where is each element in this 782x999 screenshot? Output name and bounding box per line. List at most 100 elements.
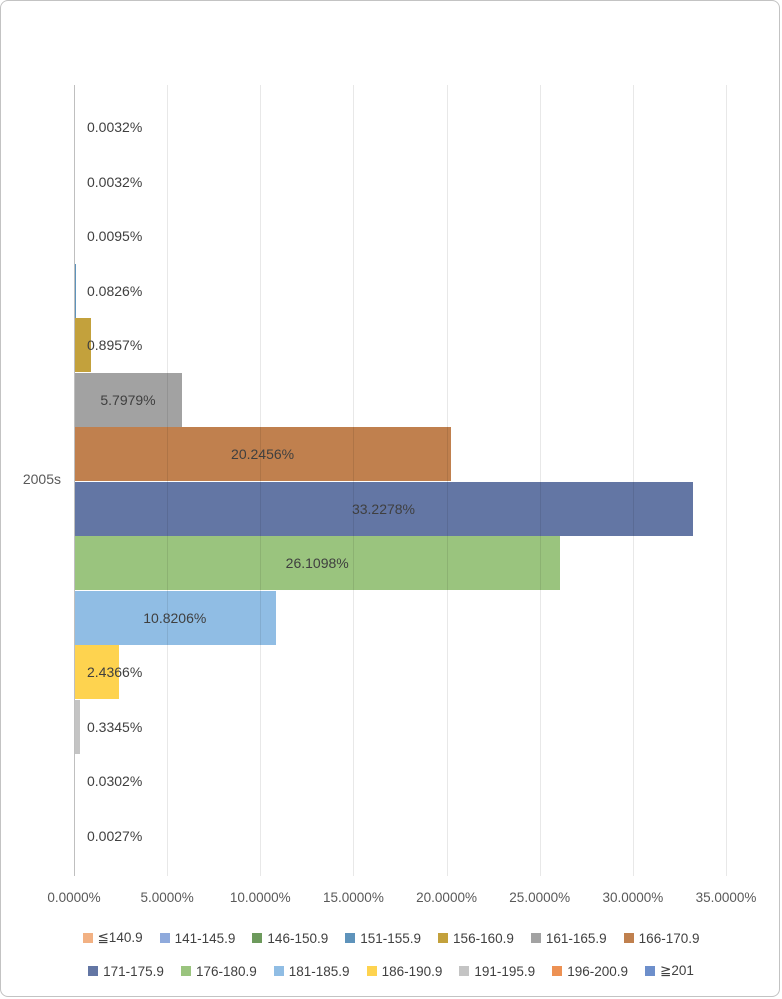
x-tick-label: 0.0000% xyxy=(47,890,101,905)
bar-row: 0.0032% xyxy=(74,100,726,154)
bar-166-170.9[interactable] xyxy=(74,427,452,481)
legend-row-1: ≦140.9 141-145.9 146-150.9 151-155.9 156-160… xyxy=(1,927,779,949)
legend-swatch-icon xyxy=(530,933,541,943)
legend-label: ≧201 xyxy=(660,963,694,978)
vertical-gridline xyxy=(260,85,262,876)
legend-item-151-155.9[interactable]: 151-155.9 xyxy=(345,931,421,946)
vertical-gridline xyxy=(539,85,541,876)
legend-swatch-icon xyxy=(345,933,356,943)
legend-swatch-icon xyxy=(552,966,563,976)
bar-row: 10.8206% xyxy=(74,590,726,645)
bar-row: 0.8957% xyxy=(74,318,726,372)
vertical-gridline xyxy=(167,85,169,876)
bar-row: 0.0095% xyxy=(74,209,726,263)
legend-label: 181-185.9 xyxy=(288,963,350,979)
legend-label: 191-195.9 xyxy=(474,963,536,979)
data-label: 0.0032% xyxy=(87,173,143,190)
data-label: 26.1098% xyxy=(285,555,349,571)
legend-item-191-195.9[interactable]: 191-195.9 xyxy=(459,964,535,979)
x-tick-label: 10.0000% xyxy=(229,890,291,905)
bar-181-185.9[interactable] xyxy=(74,590,276,645)
legend-swatch-icon xyxy=(459,966,470,976)
legend-swatch-icon xyxy=(438,933,449,943)
data-label: 0.0027% xyxy=(87,827,143,844)
legend-item-161-165.9[interactable]: 161-165.9 xyxy=(530,930,607,946)
legend-label: 141-145.9 xyxy=(174,930,236,946)
legend-item-196-200.9[interactable]: 196-200.9 xyxy=(552,964,628,979)
legend-label: 161-165.9 xyxy=(545,930,607,946)
legend-swatch-icon xyxy=(273,966,284,976)
data-label: 0.8957% xyxy=(87,337,143,353)
legend-row-2: 171-175.9 176-180.9 181-185.9 186-190.9 191-… xyxy=(1,960,779,982)
data-label: 2.4366% xyxy=(87,664,143,680)
legend-item-166-170.9[interactable]: 166-170.9 xyxy=(623,930,700,946)
legend-label: 156-160.9 xyxy=(453,930,514,946)
bar-161-165.9[interactable] xyxy=(74,372,182,427)
vertical-gridline xyxy=(632,85,634,876)
legend: ≦140.9 141-145.9 146-150.9 151-155.9 156-160… xyxy=(1,927,779,982)
legend-item-≧201[interactable]: ≧201 xyxy=(645,963,694,979)
legend-item-171-175.9[interactable]: 171-175.9 xyxy=(88,964,164,979)
bar-row: 0.0032% xyxy=(74,154,726,209)
legend-swatch-icon xyxy=(252,933,263,943)
data-label: 0.0826% xyxy=(87,282,143,299)
vertical-gridline xyxy=(446,85,448,876)
legend-item-141-145.9[interactable]: 141-145.9 xyxy=(159,930,236,946)
legend-item-176-180.9[interactable]: 176-180.9 xyxy=(180,963,257,979)
data-label: 0.0302% xyxy=(87,773,143,789)
x-tick-label: 35.0000% xyxy=(695,890,757,905)
legend-item-186-190.9[interactable]: 186-190.9 xyxy=(366,963,443,979)
legend-label: 166-170.9 xyxy=(638,930,700,946)
x-tick-label: 5.0000% xyxy=(140,890,194,905)
bar-row: 0.3345% xyxy=(74,699,726,754)
bar-186-190.9[interactable] xyxy=(74,645,120,699)
legend-item-156-160.9[interactable]: 156-160.9 xyxy=(438,931,514,946)
legend-label: 171-175.9 xyxy=(103,963,164,979)
legend-swatch-icon xyxy=(180,966,191,976)
bar-176-180.9[interactable] xyxy=(74,536,561,590)
bar-row: 2.4366% xyxy=(74,645,726,699)
bar-171-175.9[interactable] xyxy=(74,481,693,536)
data-label: 20.2456% xyxy=(231,446,295,462)
legend-item-146-150.9[interactable]: 146-150.9 xyxy=(252,931,328,946)
vertical-gridline xyxy=(726,85,727,876)
legend-swatch-icon xyxy=(159,933,170,943)
data-label: 0.0032% xyxy=(87,119,143,135)
x-tick-label: 15.0000% xyxy=(323,890,384,905)
legend-label: 151-155.9 xyxy=(360,930,422,946)
data-label: 0.3345% xyxy=(87,718,143,735)
bar-row: 0.0027% xyxy=(74,808,726,863)
legend-label: 176-180.9 xyxy=(195,963,257,979)
bar-156-160.9[interactable] xyxy=(74,318,91,372)
data-label: 0.0095% xyxy=(87,228,143,244)
bar-row: 20.2456% xyxy=(74,427,726,481)
legend-label: 186-190.9 xyxy=(381,963,443,979)
data-label: 33.2278% xyxy=(351,500,416,517)
legend-item-≦140.9[interactable]: ≦140.9 xyxy=(82,930,143,946)
bar-row: 5.7979% xyxy=(74,372,726,427)
x-tick-label: 30.0000% xyxy=(602,890,664,905)
bar-row: 26.1098% xyxy=(74,536,726,590)
y-axis-line xyxy=(74,85,75,876)
legend-label: 146-150.9 xyxy=(267,930,329,946)
legend-swatch-icon xyxy=(88,966,99,976)
legend-swatch-icon xyxy=(366,966,377,976)
category-axis-label: 2005s xyxy=(22,471,61,487)
vertical-gridline xyxy=(353,85,355,876)
legend-swatch-icon xyxy=(645,966,656,976)
x-tick-label: 20.0000% xyxy=(416,890,477,905)
legend-swatch-icon xyxy=(82,933,93,943)
legend-item-181-185.9[interactable]: 181-185.9 xyxy=(273,963,350,979)
legend-swatch-icon xyxy=(623,933,634,943)
bar-191-195.9[interactable] xyxy=(74,699,81,754)
x-tick-label: 25.0000% xyxy=(509,890,571,905)
bar-row: 0.0302% xyxy=(74,754,726,808)
legend-label: 196-200.9 xyxy=(567,963,629,979)
data-label: 10.8206% xyxy=(143,609,207,626)
bar-row: 33.2278% xyxy=(74,481,726,536)
legend-label: ≦140.9 xyxy=(97,930,143,945)
bar-row: 0.0826% xyxy=(74,263,726,318)
data-label: 5.7979% xyxy=(100,391,156,408)
